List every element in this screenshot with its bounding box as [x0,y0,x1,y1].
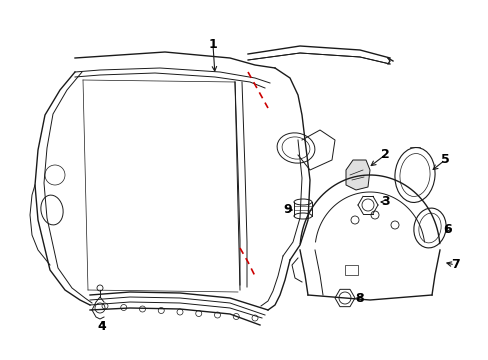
Text: 6: 6 [443,224,451,237]
Text: 7: 7 [450,258,458,271]
Text: 5: 5 [440,153,448,166]
Text: 1: 1 [208,39,217,51]
Text: 3: 3 [380,195,388,208]
Text: 9: 9 [283,203,292,216]
Text: 4: 4 [98,320,106,333]
Text: 8: 8 [355,292,364,305]
Polygon shape [346,160,369,190]
Text: 2: 2 [380,148,388,162]
